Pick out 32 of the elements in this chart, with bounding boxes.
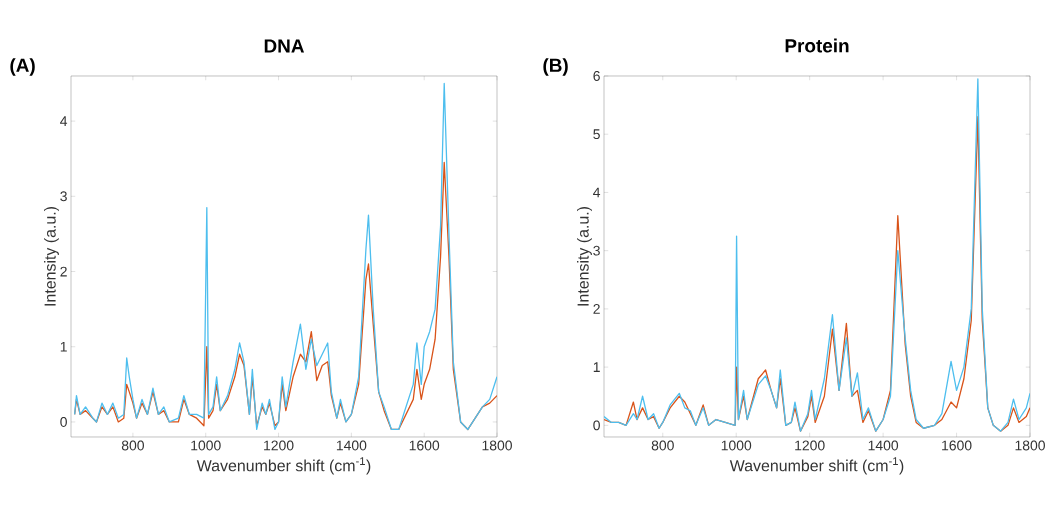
y-tick-label: 4 xyxy=(60,116,68,126)
y-tick-label: 0 xyxy=(593,420,600,431)
text: (B) xyxy=(543,58,568,76)
x-tick-label: 1800 xyxy=(482,440,512,451)
y-tick-label: 1 xyxy=(60,341,67,352)
chart-title: Protein xyxy=(785,38,849,53)
y-axis-title: Intensity (a.u.) xyxy=(577,207,592,306)
y-tick-label: 0 xyxy=(60,416,67,427)
x-tick-label: 800 xyxy=(121,440,144,451)
y-tick-label: 6 xyxy=(593,71,600,81)
y-tick-label: 2 xyxy=(593,304,600,314)
text: (A) xyxy=(10,58,35,76)
x-tick-label: 1600 xyxy=(942,440,972,451)
x-tick-label: 1600 xyxy=(409,440,440,451)
x-tick-label: 1200 xyxy=(264,440,294,451)
x-tick-label: 1800 xyxy=(1015,440,1045,451)
x-tick-label: 1400 xyxy=(868,440,899,451)
x-axis-title: Wavenumber shift (cm$^{-1}$) xyxy=(729,457,904,475)
y-tick-label: 4 xyxy=(593,187,601,198)
x-axis-title: Wavenumber shift (cm$^{-1}$) xyxy=(196,457,371,475)
y-tick-label: 1 xyxy=(593,362,600,372)
y-tick-label: 3 xyxy=(593,245,600,256)
y-tick-label: 3 xyxy=(60,191,67,202)
x-tick-label: 1400 xyxy=(336,440,367,451)
x-tick-label: 800 xyxy=(651,440,674,451)
y-axis-title: Intensity (a.u.) xyxy=(44,207,59,306)
x-tick-label: 1000 xyxy=(191,440,221,451)
y-tick-label: 2 xyxy=(60,266,67,277)
x-tick-label: 1000 xyxy=(721,440,752,451)
y-tick-label: 5 xyxy=(593,129,600,140)
chart-title: DNA xyxy=(264,39,305,53)
x-tick-label: 1200 xyxy=(795,440,825,451)
